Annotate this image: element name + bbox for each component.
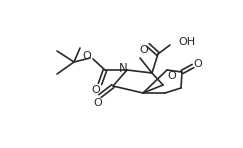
Text: O: O (92, 85, 100, 95)
Text: O: O (83, 51, 91, 61)
Text: OH: OH (178, 37, 195, 47)
Text: O: O (168, 71, 176, 81)
Text: O: O (140, 45, 148, 55)
Text: O: O (94, 98, 102, 108)
Text: N: N (119, 62, 127, 74)
Text: O: O (194, 59, 202, 69)
